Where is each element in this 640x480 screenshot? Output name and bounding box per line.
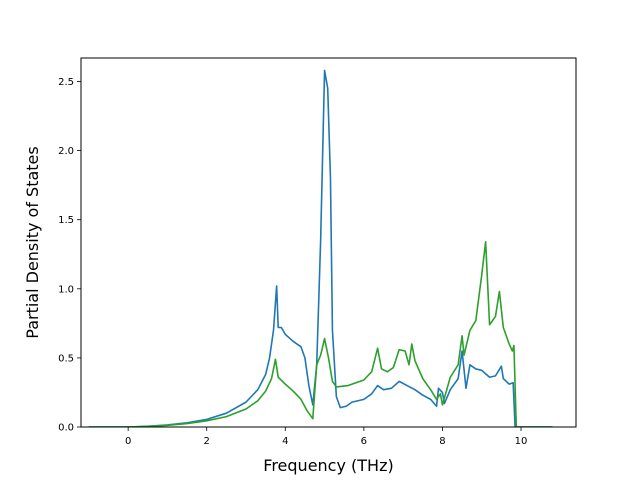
y-tick-label: 2.0	[58, 146, 74, 157]
x-tick-label: 2	[204, 436, 210, 447]
x-tick-label: 0	[125, 436, 131, 447]
y-tick-label: 2.5	[58, 77, 74, 88]
y-tick-label: 1.5	[58, 215, 74, 226]
x-tick-label: 6	[361, 436, 367, 447]
y-axis-label: Partial Density of States	[23, 146, 42, 338]
y-tick-label: 0.5	[58, 353, 74, 364]
y-tick-label: 0.0	[58, 423, 74, 434]
series-line-2	[88, 241, 553, 427]
x-tick-label: 8	[439, 436, 445, 447]
x-tick-label: 10	[515, 436, 528, 447]
plot-frame	[80, 57, 577, 428]
series-line-1	[88, 69, 553, 427]
x-axis-label: Frequency (THz)	[263, 456, 393, 475]
y-tick-label: 1.0	[58, 284, 74, 295]
x-ticks: 0 2 4 6 8 10	[125, 427, 527, 447]
series-layer	[88, 69, 553, 427]
y-ticks: 0.0 0.5 1.0 1.5 2.0 2.5	[58, 77, 81, 434]
x-tick-label: 4	[282, 436, 288, 447]
